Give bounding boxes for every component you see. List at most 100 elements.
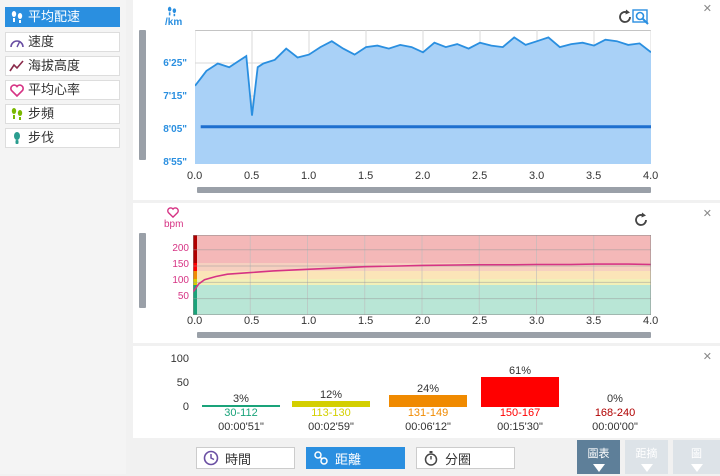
x-tick-label: 2.0 — [415, 170, 431, 182]
zone-time-label: 00:00'00" — [592, 421, 638, 433]
sidebar-item-avg-pace[interactable]: 平均配速 — [5, 7, 120, 27]
hr-line-series — [193, 263, 651, 293]
close-icon[interactable]: ✕ — [702, 208, 712, 220]
zone-time-label: 00:15'30" — [497, 421, 543, 433]
sidebar-item-label: 步伐 — [28, 130, 55, 145]
zone-range-label: 113-130 — [311, 407, 351, 419]
x-tick-label: 2.0 — [415, 315, 431, 327]
footprints-icon — [6, 10, 28, 24]
sidebar-item-label: 速度 — [28, 34, 55, 49]
map-pin-icon — [311, 450, 331, 466]
x-tick-label: 0.5 — [244, 170, 260, 182]
footprints-icon — [166, 4, 180, 22]
hr-zones-panel: ✕ 100 50 0 3% 30-112 00:00'51" 12% 113-130 00… — [133, 346, 720, 438]
y-tick-label: 100 — [170, 353, 189, 365]
zone-percent-label: 3% — [233, 393, 249, 405]
metric-sidebar: 平均配速 速度 海拔高度 平均心率 步頻 步伐 — [0, 0, 126, 474]
time-button-label: 時間 — [225, 451, 252, 467]
sidebar-item-speed[interactable]: 速度 — [5, 32, 120, 52]
zone-percent-label: 24% — [416, 383, 440, 395]
laps-button[interactable]: 分圈 — [416, 447, 515, 469]
zoom-search-icon[interactable] — [632, 8, 650, 31]
triangle-down-icon — [673, 463, 720, 476]
x-tick-label: 0.0 — [187, 315, 203, 327]
y-tick-label: 0 — [182, 401, 189, 413]
split-view-button[interactable]: 距摘 — [625, 440, 668, 474]
zone-percent-label: 12% — [319, 389, 343, 401]
triangle-down-icon — [577, 463, 620, 476]
pace-area-series — [195, 37, 651, 164]
chart-view-label: 圖表 — [587, 448, 610, 460]
heart-icon — [167, 205, 179, 223]
zone-percent-label: 61% — [508, 364, 532, 377]
split-view-label: 距摘 — [635, 448, 658, 460]
x-tick-label: 1.5 — [358, 315, 374, 327]
heart-rate-chart-panel: ✕ bpm 200 150 100 50 0.0 0.5 1.0 1.5 2.0 2.5 3… — [133, 203, 720, 343]
reset-zoom-icon[interactable] — [632, 211, 650, 234]
x-tick-label: 4.0 — [643, 315, 659, 327]
x-tick-label: 3.0 — [529, 315, 545, 327]
x-tick-label: 2.5 — [472, 170, 488, 182]
x-tick-label: 3.0 — [529, 170, 545, 182]
sidebar-item-avg-heart-rate[interactable]: 平均心率 — [5, 80, 120, 100]
y-tick-label: 50 — [177, 291, 189, 302]
x-tick-label: 0.5 — [244, 315, 260, 327]
pace-unit-label: /km — [165, 17, 183, 28]
zone-range-label: 131-149 — [407, 407, 449, 419]
y-tick-label: 200 — [172, 243, 189, 254]
x-tick-label: 3.5 — [586, 315, 602, 327]
clock-icon — [201, 450, 221, 466]
y-scrollbar[interactable] — [139, 30, 146, 160]
close-icon[interactable]: ✕ — [702, 3, 712, 15]
pace-line-series — [195, 36, 651, 116]
zone-time-label: 00:00'51" — [218, 421, 264, 433]
zone-bar[interactable] — [481, 376, 559, 407]
zone-time-label: 00:06'12" — [405, 421, 451, 433]
pace-chart-panel: ✕ /km 6'25" 7'15" 8'05" 8'55" 0.0 0.5 1.0 1… — [133, 0, 720, 200]
elevation-icon — [6, 59, 28, 73]
footprints-icon — [6, 107, 28, 121]
y-tick-label: 7'15" — [163, 91, 187, 102]
sidebar-item-label: 步頻 — [28, 106, 55, 121]
x-axis-toolbar: 時間 距離 分圈 — [133, 440, 720, 474]
zone-range-label: 168-240 — [594, 407, 636, 419]
hr-plot[interactable] — [193, 235, 651, 315]
laps-button-label: 分圈 — [445, 451, 472, 467]
x-tick-label: 1.0 — [301, 315, 317, 327]
speedometer-icon — [6, 35, 28, 49]
distance-button-label: 距離 — [335, 451, 362, 467]
time-button[interactable]: 時間 — [196, 447, 295, 469]
sidebar-item-elevation[interactable]: 海拔高度 — [5, 56, 120, 76]
x-tick-label: 3.5 — [586, 170, 602, 182]
y-scrollbar[interactable] — [139, 233, 146, 308]
zone-bar[interactable] — [202, 405, 280, 407]
third-view-button[interactable]: 圖 — [673, 440, 720, 474]
x-scrollbar[interactable] — [197, 332, 651, 338]
sidebar-item-label: 平均心率 — [28, 82, 81, 97]
zone-bar[interactable] — [292, 401, 370, 407]
zone-range-label: 150-167 — [499, 407, 541, 419]
x-tick-label: 2.5 — [472, 315, 488, 327]
triangle-down-icon — [625, 463, 668, 476]
y-tick-label: 8'55" — [163, 157, 187, 168]
pace-plot[interactable] — [195, 30, 651, 164]
zone-bar[interactable] — [389, 395, 467, 407]
third-view-label: 圖 — [691, 448, 702, 460]
distance-button[interactable]: 距離 — [306, 447, 405, 469]
y-tick-label: 150 — [172, 259, 189, 270]
sidebar-item-cadence[interactable]: 步頻 — [5, 104, 120, 124]
zone-percent-label: 0% — [607, 393, 623, 405]
sidebar-item-label: 海拔高度 — [28, 58, 81, 73]
sidebar-item-stride[interactable]: 步伐 — [5, 128, 120, 148]
zone-range-label: 30-112 — [224, 407, 258, 419]
y-tick-label: 8'05" — [163, 124, 187, 135]
hr-unit-label: bpm — [164, 219, 184, 230]
close-icon[interactable]: ✕ — [702, 351, 712, 363]
y-tick-label: 100 — [172, 275, 189, 286]
x-scrollbar[interactable] — [197, 187, 651, 193]
stopwatch-icon — [421, 450, 441, 466]
footprint-icon — [6, 131, 28, 145]
heart-icon — [6, 83, 28, 97]
reset-zoom-icon[interactable] — [616, 8, 634, 31]
chart-view-button[interactable]: 圖表 — [577, 440, 620, 474]
